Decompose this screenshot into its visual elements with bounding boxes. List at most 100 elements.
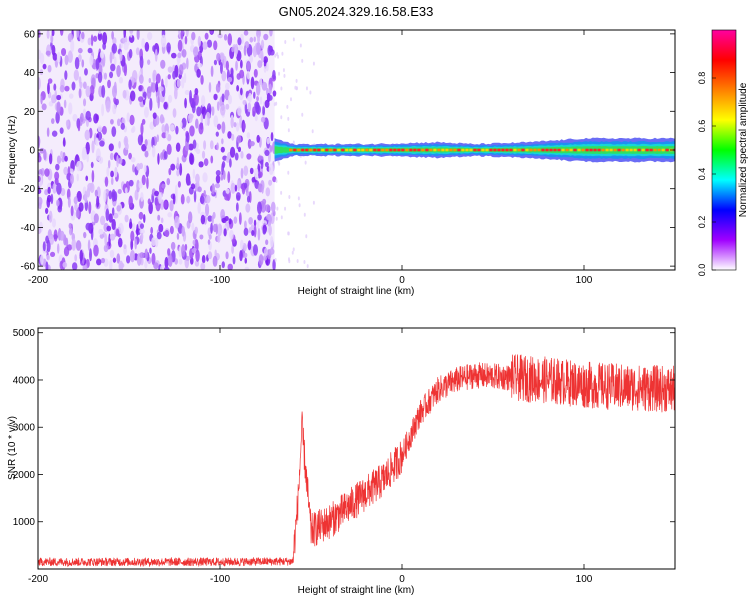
noise-blob [48,210,53,223]
signal-core [469,148,473,152]
signal-core [581,148,585,152]
noise-blob [63,246,70,257]
noise-blob [211,106,215,116]
noise-speck [292,247,295,252]
noise-blob [140,191,144,202]
noise-blob [163,150,168,160]
noise-blob [187,179,191,186]
noise-blob [249,140,255,147]
noise-blob [124,214,129,223]
noise-blob [213,40,218,51]
noise-blob [189,90,192,103]
noise-blob [235,202,239,212]
noise-blob [257,34,261,43]
noise-blob [217,33,223,39]
noise-blob [77,47,83,54]
noise-blob [207,239,211,245]
noise-blob [76,160,82,172]
signal-core [393,148,397,152]
noise-blob [178,258,183,265]
noise-blob [144,41,150,52]
noise-blob [176,156,180,170]
noise-blob [128,179,134,187]
noise-blob [167,212,173,218]
noise-blob [40,254,44,265]
noise-blob [263,33,269,41]
snr-plot-area [38,354,675,568]
noise-blob [195,249,200,262]
noise-blob [217,223,223,237]
noise-blob [82,81,87,90]
noise-speck [295,86,298,91]
signal-core [601,148,605,152]
noise-speck [290,97,293,102]
noise-blob [141,38,146,49]
noise-blob [118,262,125,269]
noise-blob [95,137,99,147]
noise-blob [152,73,156,83]
x-tick-label: -200 [28,574,48,585]
signal-core [401,148,405,152]
noise-blob [207,215,213,222]
noise-blob [77,121,81,132]
noise-blob [269,144,273,153]
noise-blob [216,101,220,112]
noise-blob [265,62,269,72]
noise-speck [277,54,280,59]
noise-blob [42,63,47,70]
noise-blob [184,97,187,109]
noise-blob [169,200,174,212]
noise-blob [107,79,111,89]
noise-blob [174,215,180,229]
noise-blob [253,219,257,227]
noise-blob [112,257,117,263]
noise-blob [269,30,273,37]
noise-speck [301,58,304,63]
noise-blob [110,177,114,185]
signal-core [409,148,413,152]
noise-blob [128,48,133,59]
noise-blob [227,131,232,139]
noise-blob [249,167,254,175]
noise-blob [74,203,78,211]
noise-blob [201,254,206,264]
noise-blob [217,234,221,243]
noise-blob [116,64,121,78]
noise-blob [166,143,172,155]
noise-blob [268,83,272,95]
noise-blob [89,248,92,262]
signal-core [433,148,437,152]
noise-blob [131,223,136,232]
noise-blob [172,108,177,118]
signal-core [485,148,489,152]
noise-blob [90,161,94,169]
noise-blob [75,240,82,251]
noise-blob [227,33,233,46]
noise-blob [252,106,257,116]
noise-blob [101,125,107,135]
noise-blob [113,212,119,219]
noise-blob [237,180,241,192]
noise-blob [166,42,171,53]
noise-blob [44,168,50,177]
noise-blob [266,214,272,221]
noise-blob [184,142,190,152]
noise-blob [231,46,235,53]
noise-blob [38,227,42,234]
noise-blob [249,55,254,63]
signal-core [481,148,485,152]
noise-blob [97,32,103,41]
signal-core [585,148,589,152]
noise-blob [91,140,95,154]
noise-blob [243,45,247,57]
noise-blob [189,257,194,265]
noise-blob [163,266,170,270]
noise-blob [160,59,166,69]
signal-core [289,148,293,152]
y-tick-label: 2000 [13,470,36,481]
noise-blob [172,193,176,205]
noise-blob [146,176,149,190]
noise-blob [215,170,221,176]
noise-blob [200,214,206,225]
noise-blob [39,147,45,154]
